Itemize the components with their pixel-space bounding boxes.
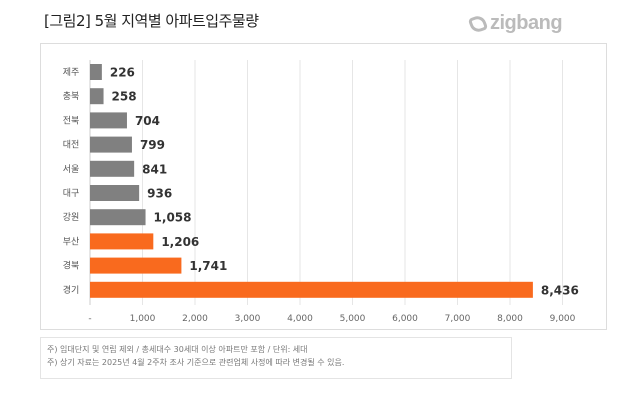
category-label: 대구 [63,188,80,199]
data-label: 1,206 [161,235,199,249]
x-tick-label: 8,000 [497,314,523,324]
note-2: 주) 상기 자료는 2025년 4월 2주차 조사 기준으로 관련업체 사정에 … [47,358,345,367]
bar [90,112,127,129]
bar [90,257,182,274]
zigbang-logo: zigbang [467,12,563,35]
bar [90,88,104,105]
data-label: 8,436 [541,283,579,297]
data-label: 799 [140,138,165,152]
category-label: 전북 [63,115,80,126]
data-label: 1,058 [154,211,192,225]
bar [90,136,132,153]
x-tick-label: - [88,314,91,324]
category-label: 충북 [63,91,80,102]
bar [90,233,154,250]
logo-text: zigbang [490,12,563,34]
bar [90,281,533,298]
bar [90,64,102,80]
category-label: 경기 [63,284,80,296]
chart-area [40,43,607,330]
category-label: 강원 [63,212,80,223]
data-label: 841 [142,162,167,176]
note-1: 주) 임대단지 및 연립 제외 / 총세대수 30세대 이상 아파트만 포함 /… [47,345,308,354]
data-label: 258 [112,90,137,104]
category-label: 부산 [63,236,80,247]
category-label: 제주 [63,67,80,78]
data-label: 704 [135,114,160,128]
x-tick-label: 1,000 [130,314,156,324]
data-label: 936 [147,187,172,201]
data-label: 1,741 [189,259,227,273]
category-label: 대전 [63,140,80,151]
x-tick-label: 6,000 [392,314,418,324]
x-tick-label: 2,000 [182,314,208,324]
x-tick-label: 9,000 [550,314,576,324]
bar [90,160,135,177]
data-label: 226 [110,66,135,80]
x-tick-label: 7,000 [445,314,471,324]
x-tick-label: 4,000 [287,314,313,324]
notes-box: 주) 임대단지 및 연립 제외 / 총세대수 30세대 이상 아파트만 포함 /… [40,337,512,379]
x-tick-label: 3,000 [235,314,261,324]
x-tick-label: 5,000 [340,314,366,324]
category-label: 경북 [63,260,80,272]
category-label: 서울 [63,164,80,175]
chart-title: [그림2] 5월 지역별 아파트입주물량 [44,12,259,30]
bar [90,185,140,201]
bar [90,209,146,226]
